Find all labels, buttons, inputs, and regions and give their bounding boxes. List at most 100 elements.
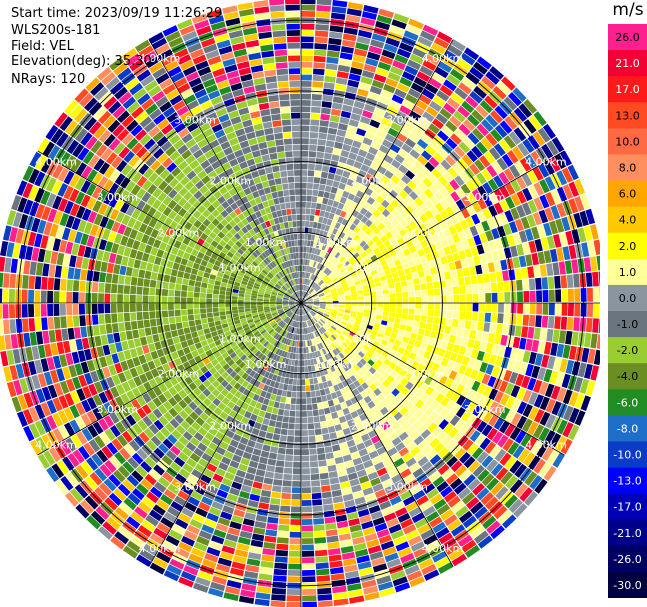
velocity-gate: [50, 342, 59, 356]
velocity-gate: [142, 311, 150, 320]
velocity-gate: [282, 301, 289, 303]
velocity-gate: [491, 292, 498, 303]
velocity-gate: [255, 267, 262, 274]
velocity-gate: [213, 289, 220, 295]
velocity-gate: [431, 234, 440, 243]
velocity-gate: [119, 265, 127, 276]
velocity-gate: [162, 195, 172, 206]
velocity-gate: [180, 340, 189, 349]
velocity-gate: [137, 384, 147, 395]
velocity-gate: [370, 510, 383, 520]
velocity-gate: [395, 292, 402, 298]
velocity-gate: [212, 371, 221, 380]
velocity-gate: [327, 359, 333, 367]
velocity-gate: [262, 331, 268, 337]
velocity-gate: [257, 508, 269, 516]
velocity-gate: [333, 384, 340, 392]
velocity-gate: [425, 344, 434, 353]
velocity-gate: [86, 197, 97, 210]
velocity-gate: [571, 259, 579, 274]
velocity-gate: [368, 45, 383, 55]
velocity-gate: [237, 442, 247, 451]
velocity-gate: [349, 223, 357, 231]
velocity-gate: [341, 380, 349, 388]
velocity-gate: [452, 431, 464, 443]
velocity-gate: [341, 448, 350, 456]
velocity-gate: [460, 52, 476, 66]
velocity-gate: [205, 417, 215, 426]
velocity-gate: [197, 570, 213, 581]
velocity-gate: [422, 59, 437, 71]
velocity-gate: [392, 576, 408, 587]
velocity-gate: [238, 306, 244, 310]
velocity-gate: [437, 130, 449, 142]
velocity-gate: [350, 187, 358, 196]
velocity-gate: [330, 325, 337, 331]
velocity-gate: [429, 438, 440, 449]
velocity-gate: [455, 199, 466, 211]
velocity-gate: [163, 488, 177, 500]
velocity-gate: [461, 195, 471, 207]
velocity-gate: [252, 287, 259, 292]
velocity-gate: [463, 47, 480, 61]
velocity-gate: [347, 280, 354, 285]
velocity-gate: [311, 397, 317, 404]
velocity-gate: [319, 282, 326, 287]
velocity-gate: [574, 196, 585, 212]
velocity-gate: [314, 428, 322, 436]
velocity-gate: [440, 508, 454, 521]
velocity-gate: [447, 167, 459, 179]
velocity-gate: [193, 243, 202, 251]
velocity-gate: [219, 239, 227, 247]
velocity-gate: [173, 403, 183, 414]
velocity-gate: [519, 362, 528, 375]
velocity-gate: [381, 284, 389, 290]
velocity-gate: [414, 207, 424, 217]
velocity-gate: [443, 79, 457, 92]
velocity-gate: [212, 421, 222, 431]
velocity-gate: [164, 422, 175, 433]
velocity-gate: [52, 397, 63, 412]
velocity-gate: [425, 433, 436, 444]
velocity-gate: [533, 379, 543, 393]
velocity-gate: [437, 503, 451, 516]
velocity-gate: [90, 248, 98, 260]
velocity-gate: [111, 274, 119, 284]
velocity-gate: [288, 326, 292, 333]
velocity-gate: [193, 378, 203, 387]
velocity-gate: [458, 82, 472, 95]
velocity-gate: [425, 275, 433, 283]
velocity-gate: [98, 482, 112, 496]
velocity-gate: [277, 327, 283, 334]
velocity-gate: [302, 588, 317, 595]
velocity-gate: [332, 308, 339, 311]
velocity-gate: [289, 372, 294, 379]
velocity-gate: [121, 164, 133, 176]
velocity-gate: [173, 456, 186, 468]
velocity-gate: [158, 476, 171, 488]
velocity-gate: [445, 194, 455, 206]
velocity-gate: [592, 318, 599, 333]
velocity-gate: [496, 81, 512, 96]
velocity-gate: [487, 262, 496, 273]
velocity-gate: [313, 268, 318, 275]
velocity-gate: [200, 232, 209, 241]
velocity-gate: [153, 176, 164, 187]
velocity-gate: [202, 254, 211, 262]
velocity-gate: [448, 548, 464, 561]
velocity-gate: [261, 318, 267, 323]
velocity-gate: [98, 391, 109, 404]
velocity-gate: [284, 324, 289, 330]
velocity-gate: [321, 165, 330, 173]
velocity-gate: [324, 69, 337, 77]
velocity-gate: [479, 100, 494, 114]
velocity-gate: [183, 385, 193, 395]
velocity-gate: [454, 87, 468, 100]
velocity-gate: [477, 321, 484, 331]
velocity-gate: [320, 237, 326, 244]
velocity-gate: [457, 230, 467, 241]
velocity-gate: [70, 390, 81, 404]
velocity-gate: [384, 441, 395, 451]
velocity-gate: [252, 393, 260, 402]
velocity-gate: [181, 446, 193, 457]
